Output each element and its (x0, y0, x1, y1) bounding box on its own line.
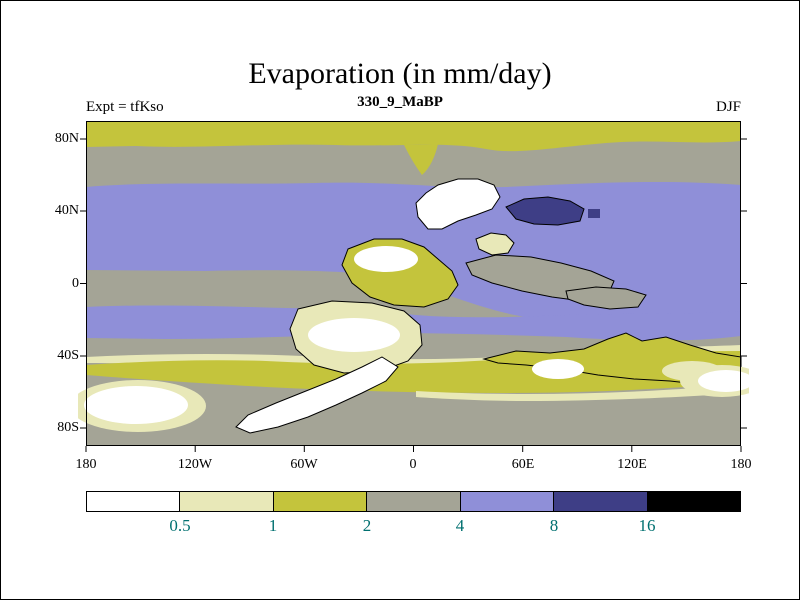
contour-map (78, 121, 749, 452)
dry-patch-central (354, 246, 418, 272)
chart-subtitle: 330_9_MaBP (357, 94, 443, 110)
lat-tick-40S: 40S (57, 348, 79, 363)
colorbar-label-2: 2 (362, 516, 372, 535)
white-blob-bottom-left (84, 386, 188, 424)
axis-ticks (80, 138, 747, 452)
colorbar-label-0.5: 0.5 (169, 516, 191, 535)
colorbar-label-8: 8 (549, 516, 559, 535)
season-label: DJF (715, 99, 741, 115)
lat-tick-80S: 80S (57, 420, 79, 435)
lon-tick-120W: 120W (177, 457, 213, 472)
dark-patch-east (588, 209, 600, 218)
lat-tick-80N: 80N (54, 131, 79, 146)
colorbar-swatch-0.5-1 (180, 492, 274, 511)
band-olive-funnel (404, 144, 438, 175)
plot-frame (86, 121, 741, 446)
lon-tick-180W: 180 (75, 457, 97, 472)
colorbar-label-4: 4 (455, 516, 465, 535)
dry-patch-southwest (308, 318, 400, 352)
lon-tick-60E: 60E (511, 457, 535, 472)
lon-tick-60W: 60W (290, 457, 318, 472)
dry-patch-southeast (532, 359, 584, 379)
continent-dark-island (505, 196, 585, 226)
colorbar-swatch-lt-0.5 (87, 492, 181, 511)
lat-tick-40N: 40N (54, 203, 79, 218)
colorbar-label-16: 16 (638, 516, 656, 535)
chart-title: Evaporation (in mm/day) (248, 57, 552, 90)
colorbar (86, 491, 741, 512)
continent-small-island (475, 232, 515, 256)
lon-tick-120E: 120E (617, 457, 647, 472)
continent-south-diagonal (235, 356, 399, 434)
lon-tick-0: 0 (409, 457, 417, 472)
band-pale-south-lower (416, 385, 741, 401)
continent-north-island (415, 178, 501, 230)
colorbar-swatch-1-2 (273, 492, 368, 511)
colorbar-swatch-4-8 (460, 492, 555, 511)
lat-tick-0: 0 (72, 276, 79, 291)
colorbar-swatch-8-16 (554, 492, 648, 511)
experiment-label: Expt = tfKso (86, 99, 164, 115)
colorbar-label-1: 1 (268, 516, 278, 535)
lon-tick-180E: 180 (730, 457, 752, 472)
white-blob-right-edge (698, 370, 749, 392)
colorbar-swatch-2-4 (367, 492, 461, 511)
band-olive-north (86, 121, 741, 152)
colorbar-swatch-gt-16 (647, 492, 740, 511)
continent-east-extension (565, 286, 647, 310)
